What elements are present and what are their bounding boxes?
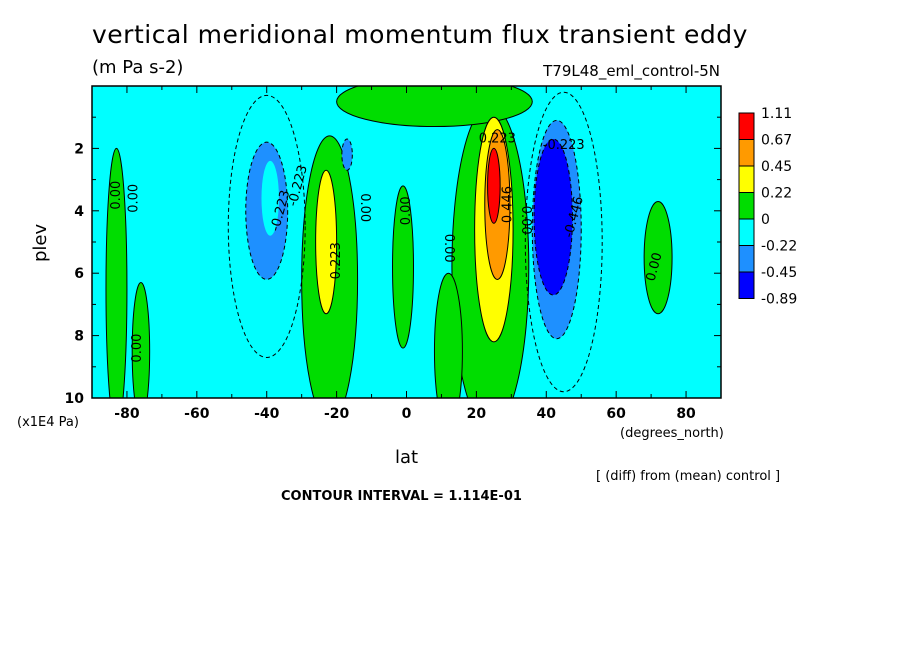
yellow-region-south-jet [315, 169, 338, 315]
contour-label: 0.223 [479, 132, 516, 147]
x-tick-label: 40 [537, 406, 557, 422]
y-tick-label: 10 [65, 391, 85, 407]
y-axis: 2 4 6 8 10 [65, 116, 721, 407]
green-region-north-polar [643, 200, 673, 315]
contour-interval: CONTOUR INTERVAL = 1.114E-01 [281, 489, 522, 504]
x-tick-label: 80 [676, 406, 696, 422]
colorbar-swatch [738, 218, 755, 246]
x-axis-label: lat [395, 447, 419, 468]
contour-label: -0.223 [543, 138, 585, 153]
x-tick-label: 60 [606, 406, 626, 422]
run-name: T79L48_eml_control-5N [543, 62, 720, 80]
x-tick-label: -60 [184, 406, 210, 422]
blue-region-north-core [533, 138, 573, 296]
chart-units: (m Pa s-2) [92, 57, 184, 78]
y-axis-label: plev [30, 223, 51, 262]
contour-label: 0.00 [399, 196, 414, 225]
contour-label: 0.00 [441, 234, 456, 263]
x-axis-units: (degrees_north) [620, 426, 724, 441]
chart-title: vertical meridional momentum flux transi… [92, 20, 748, 49]
x-tick-label: -40 [254, 406, 280, 422]
green-region-top [336, 86, 533, 128]
green-region-south-polar-2 [131, 282, 151, 398]
colorbar-label: -0.89 [761, 292, 797, 308]
colorbar-swatch [738, 245, 755, 273]
diff-note: [ (diff) from (mean) control ] [596, 469, 781, 484]
contour-label: 0.00 [518, 206, 533, 235]
x-axis: -80 -60 -40 -20 0 20 40 60 80 [91, 86, 722, 422]
contour-label: 0.00 [357, 193, 372, 222]
colorbar-label: 0.22 [761, 186, 792, 202]
x-tick-label: -20 [324, 406, 350, 422]
colorbar-label: 0.67 [761, 133, 792, 149]
contour-label: 0.00 [126, 184, 141, 213]
contour-label: 0.223 [329, 242, 344, 279]
dashed-contour-south-outer [227, 94, 306, 358]
red-region-north-jet [487, 147, 501, 224]
green-region-equator [392, 185, 414, 349]
y-axis-multiplier: (x1E4 Pa) [17, 415, 79, 430]
contour-label: 0.00 [644, 251, 666, 283]
green-region-south-polar [105, 147, 128, 398]
contour-label: 0.00 [109, 181, 124, 210]
contour-field [92, 86, 721, 398]
x-tick-label: -80 [114, 406, 140, 422]
contour-label: 0.00 [130, 334, 145, 363]
cyan-region-south-inner [261, 160, 279, 236]
colorbar-swatch [738, 139, 755, 167]
x-tick-label: 0 [402, 406, 412, 422]
colorbar-swatch [738, 271, 755, 299]
colorbar-label: -0.45 [761, 265, 797, 281]
green-region-north-tail [433, 272, 463, 398]
contour-label: 0.446 [500, 186, 515, 223]
colorbar-label: 0 [761, 212, 770, 228]
y-tick-label: 4 [74, 204, 84, 220]
colorbar-label: 1.11 [761, 106, 792, 122]
x-tick-label: 20 [467, 406, 487, 422]
colorbar: 1.11 0.67 0.45 0.22 0 -0.22 -0.45 -0.89 [738, 106, 797, 308]
colorbar-swatch [738, 165, 755, 193]
colorbar-swatch [738, 112, 755, 140]
y-tick-label: 8 [74, 329, 84, 345]
colorbar-label: -0.22 [761, 239, 797, 255]
dashed-contour-north-outer [524, 91, 603, 393]
blue-patch-south [341, 138, 353, 171]
colorbar-swatch [738, 192, 755, 220]
colorbar-label: 0.45 [761, 159, 792, 175]
y-tick-label: 2 [74, 141, 84, 157]
y-tick-label: 6 [74, 266, 84, 282]
